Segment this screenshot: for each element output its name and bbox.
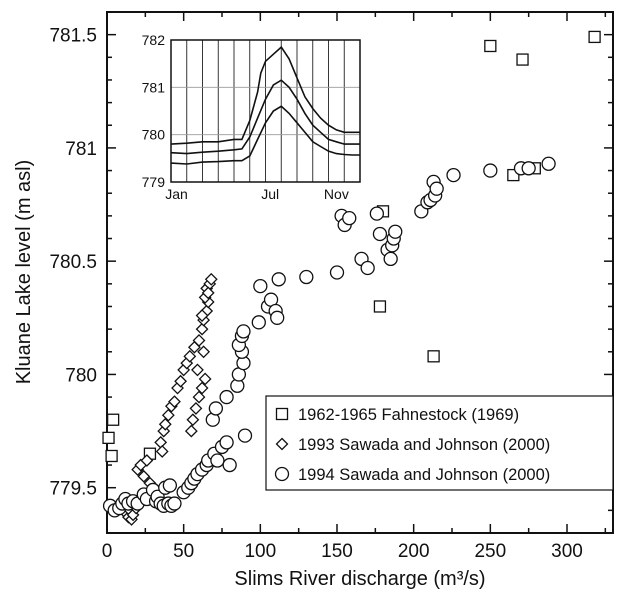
square-point — [588, 30, 601, 44]
diamond-point — [195, 381, 209, 395]
diamond-point — [197, 345, 211, 359]
y-tick-label: 781.5 — [49, 26, 97, 47]
circle-point — [541, 156, 556, 171]
x-tick-label: 250 — [474, 541, 506, 562]
diamond-point — [161, 408, 175, 422]
main-plot-frame — [106, 11, 614, 534]
inset-frame — [170, 39, 361, 183]
circle-point — [270, 310, 285, 325]
diamond-point — [174, 374, 188, 388]
diamond-point — [155, 445, 169, 458]
y-axis-title: Kluane Lake level (m asl) — [13, 160, 35, 385]
y-tick-label: 780.5 — [49, 252, 97, 273]
inset-y-tick-label: 779 — [142, 174, 166, 190]
main-data-points — [102, 30, 601, 526]
circle-point — [388, 224, 403, 239]
inset-line-min — [170, 105, 360, 165]
circle-point — [222, 457, 237, 473]
legend-marker-diamond — [275, 437, 289, 451]
circle-point — [369, 206, 385, 221]
main-tick-labels: 0 50 100 150 200 250 300 779.5 780 780.5 781 781.5 — [49, 26, 582, 562]
y-tick-label: 779.5 — [49, 479, 97, 500]
inset-line-max — [170, 45, 360, 145]
square-point — [106, 413, 120, 426]
x-tick-label: 50 — [173, 541, 194, 562]
square-point — [102, 431, 115, 445]
inset-chart: 779 780 781 782 Jan Jul Nov — [142, 32, 361, 202]
x-axis-title: Slims River discharge (m³/s) — [234, 568, 485, 590]
inset-series — [170, 45, 360, 165]
circle-point — [483, 163, 498, 178]
square-point — [105, 449, 118, 463]
diamond-point — [201, 286, 215, 300]
diamond-point — [184, 424, 198, 438]
circle-point — [208, 401, 224, 416]
diamond-point — [168, 395, 181, 409]
diamond-point — [191, 363, 204, 377]
circle-point — [219, 389, 234, 405]
circle-point — [383, 251, 398, 267]
legend-label: 1962-1965 Fahnestock (1969) — [298, 406, 519, 424]
square-point — [427, 350, 440, 363]
circle-point — [162, 478, 178, 493]
inset-line-mean — [170, 79, 360, 155]
legend: 1962-1965 Fahnestock (1969) 1993 Sawada a… — [265, 395, 614, 491]
x-tick-label: 200 — [398, 541, 430, 562]
circle-point — [360, 260, 375, 276]
legend-label: 1993 Sawada and Johnson (2000) — [298, 436, 550, 454]
square-point — [484, 39, 497, 53]
circle-point — [271, 272, 286, 287]
y-tick-label: 780 — [65, 365, 97, 386]
legend-label: 1994 Sawada and Johnson (2000) — [298, 466, 550, 484]
diamond-point — [140, 454, 154, 467]
diamond-point — [189, 401, 203, 415]
square-point — [373, 300, 387, 313]
inset-x-tick-label: Nov — [324, 186, 349, 202]
x-tick-label: 150 — [321, 541, 353, 562]
circle-point — [253, 278, 268, 294]
circle-point — [329, 265, 345, 280]
inset-y-tick-label: 782 — [142, 32, 166, 48]
y-tick-label: 781 — [65, 139, 97, 160]
circle-point — [342, 210, 357, 226]
x-tick-label: 100 — [244, 541, 276, 562]
diamond-point — [183, 349, 197, 363]
diamond-point — [158, 417, 172, 431]
diamond-point — [186, 413, 200, 427]
legend-marker-circle — [274, 466, 290, 482]
inset-x-tick-label: Jul — [261, 186, 279, 202]
inset-grid — [171, 40, 360, 182]
inset-x-tick-label: Jan — [165, 186, 188, 202]
circle-point — [251, 315, 266, 330]
x-tick-label: 0 — [102, 541, 113, 562]
inset-y-tick-label: 781 — [142, 79, 166, 95]
circle-point — [167, 496, 182, 511]
inset-tick-labels: 779 780 781 782 Jan Jul Nov — [142, 32, 349, 202]
circle-point — [210, 453, 225, 468]
circle-point — [429, 181, 444, 196]
diamond-point — [192, 334, 206, 347]
diamond-point — [198, 372, 212, 386]
circle-point — [299, 269, 314, 285]
square-point — [516, 53, 529, 66]
diamond-point — [204, 272, 218, 286]
circle-point — [521, 161, 536, 176]
circle-point — [219, 435, 234, 450]
series-circle — [102, 156, 556, 518]
legend-marker-square — [275, 407, 289, 421]
circle-point — [372, 226, 388, 242]
x-tick-label: 300 — [551, 541, 583, 562]
circle-point — [446, 167, 461, 183]
diamond-point — [192, 390, 206, 404]
diamond-point — [137, 469, 151, 483]
diamond-point — [195, 309, 209, 322]
circle-point — [237, 428, 253, 443]
diamond-point — [195, 322, 209, 336]
circle-point — [236, 324, 251, 339]
inset-y-tick-label: 780 — [142, 127, 166, 143]
legend-box — [265, 395, 614, 491]
